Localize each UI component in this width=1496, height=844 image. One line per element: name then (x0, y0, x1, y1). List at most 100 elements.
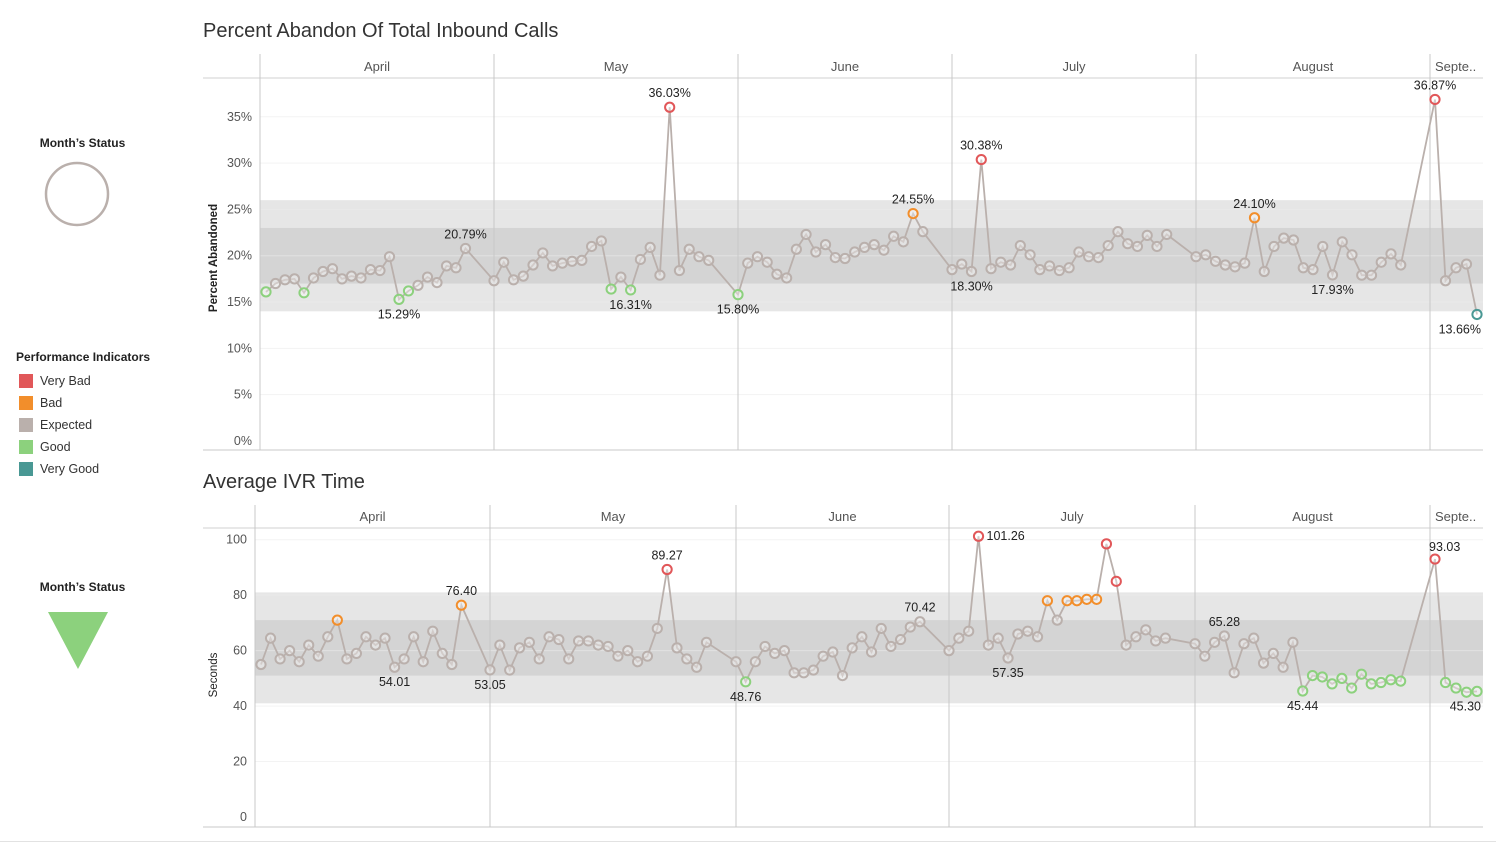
data-point-expected (703, 254, 715, 266)
legend-item-very-good[interactable]: Very Good (16, 458, 150, 480)
data-point-expected (615, 271, 627, 283)
data-point-expected (788, 667, 800, 679)
data-point-expected (293, 656, 305, 668)
data-point-expected (517, 270, 529, 282)
y-tick-label: 0% (234, 434, 252, 448)
data-point-expected (1208, 636, 1221, 648)
data-point-expected (836, 669, 849, 682)
data-point-expected (1014, 239, 1026, 252)
data-point-expected (412, 279, 424, 291)
data-point-expected (965, 265, 978, 278)
series-line (260, 536, 1478, 694)
data-point-expected (341, 653, 353, 665)
data-point-expected (856, 631, 868, 643)
data-value-label: 24.10% (1233, 197, 1275, 211)
data-point-good (1385, 674, 1397, 686)
data-point-good (1326, 678, 1338, 690)
y-tick-label: 80 (233, 588, 247, 602)
data-value-label: 65.28 (1209, 615, 1240, 629)
data-point-expected (523, 636, 535, 648)
data-point-expected (622, 645, 634, 657)
data-point-expected (350, 647, 363, 660)
data-point-expected (810, 246, 822, 258)
month-header: Septe.. (1435, 59, 1476, 74)
month-header: July (1060, 509, 1084, 524)
data-point-bad (1041, 595, 1054, 607)
data-point-expected (336, 273, 348, 285)
data-point-expected (778, 645, 791, 657)
month-header: Septe.. (1435, 509, 1476, 524)
data-point-good (732, 289, 744, 301)
data-point-expected (1200, 249, 1212, 261)
month-status-label-bottom: Month’s Status (39, 580, 126, 594)
data-point-expected (904, 621, 916, 633)
data-point-expected (742, 257, 754, 269)
data-point-good (1365, 678, 1377, 690)
data-point-expected (408, 631, 420, 643)
y-tick-label: 60 (233, 644, 247, 658)
abandon-rate-chart: 0% 5% 10% 15% 20% 25% 30% 35% Percent Abandoned A… (203, 54, 1483, 451)
data-point-good (1439, 676, 1452, 689)
data-point-expected (264, 632, 277, 644)
data-point-good (402, 285, 415, 297)
data-point-expected (1450, 262, 1462, 274)
data-value-label: 57.35 (992, 666, 1023, 680)
data-point-expected (1063, 262, 1075, 274)
data-point-expected (1044, 260, 1056, 272)
legend-item-bad[interactable]: Bad (16, 392, 150, 414)
data-point-expected (798, 667, 810, 679)
data-value-label: 70.42 (904, 601, 935, 615)
legend-item-very-bad[interactable]: Very Bad (16, 370, 150, 392)
legend-label: Very Bad (40, 374, 91, 388)
data-point-expected (1199, 650, 1211, 662)
data-point-expected (1131, 240, 1144, 253)
data-point-good (1346, 682, 1358, 694)
data-point-expected (1307, 264, 1319, 276)
data-value-label: 18.30% (950, 279, 992, 293)
legend-item-expected[interactable]: Expected (16, 414, 150, 436)
data-point-expected (1326, 269, 1339, 281)
data-value-label: 54.01 (379, 675, 410, 689)
data-point-good (1375, 676, 1387, 689)
data-point-expected (582, 635, 594, 647)
data-point-expected (279, 274, 291, 286)
data-point-expected (1228, 667, 1240, 679)
y-tick-label: 15% (227, 295, 252, 309)
data-point-very-bad (1429, 553, 1441, 565)
data-point-expected (730, 656, 742, 668)
data-point-good (740, 676, 752, 688)
data-point-expected (1141, 229, 1153, 241)
data-point-expected (427, 625, 439, 637)
data-point-expected (827, 646, 839, 658)
data-point-expected (326, 263, 339, 275)
data-point-expected (1073, 246, 1085, 258)
legend-swatch (19, 462, 33, 476)
y-axis-title: Seconds (208, 652, 220, 697)
month-header: August (1293, 59, 1334, 74)
data-point-expected (1031, 631, 1044, 643)
data-point-expected (383, 251, 396, 263)
data-point-expected (553, 633, 565, 646)
legend-swatch (19, 396, 33, 410)
legend-title: Performance Indicators (16, 350, 151, 364)
y-tick-label: 30% (227, 156, 252, 170)
data-value-label: 76.40 (446, 584, 477, 598)
data-point-expected (1257, 657, 1270, 669)
data-point-expected (985, 263, 997, 275)
data-point-expected (691, 661, 703, 673)
data-point-expected (1346, 249, 1358, 261)
month-status-label-top: Month’s Status (39, 136, 126, 150)
legend-item-good[interactable]: Good (16, 436, 150, 458)
data-point-good (1450, 682, 1462, 694)
data-point-expected (1317, 240, 1329, 253)
data-point-expected (1287, 234, 1300, 246)
data-point-expected (421, 271, 434, 283)
data-value-label: 101.26 (987, 529, 1025, 543)
data-point-expected (1002, 652, 1014, 664)
data-value-label: 13.66% (1439, 322, 1481, 336)
data-point-good (1336, 672, 1348, 684)
data-point-expected (1190, 251, 1202, 263)
month-header: June (828, 509, 856, 524)
legend-swatch (19, 418, 33, 432)
data-point-expected (1034, 264, 1046, 276)
